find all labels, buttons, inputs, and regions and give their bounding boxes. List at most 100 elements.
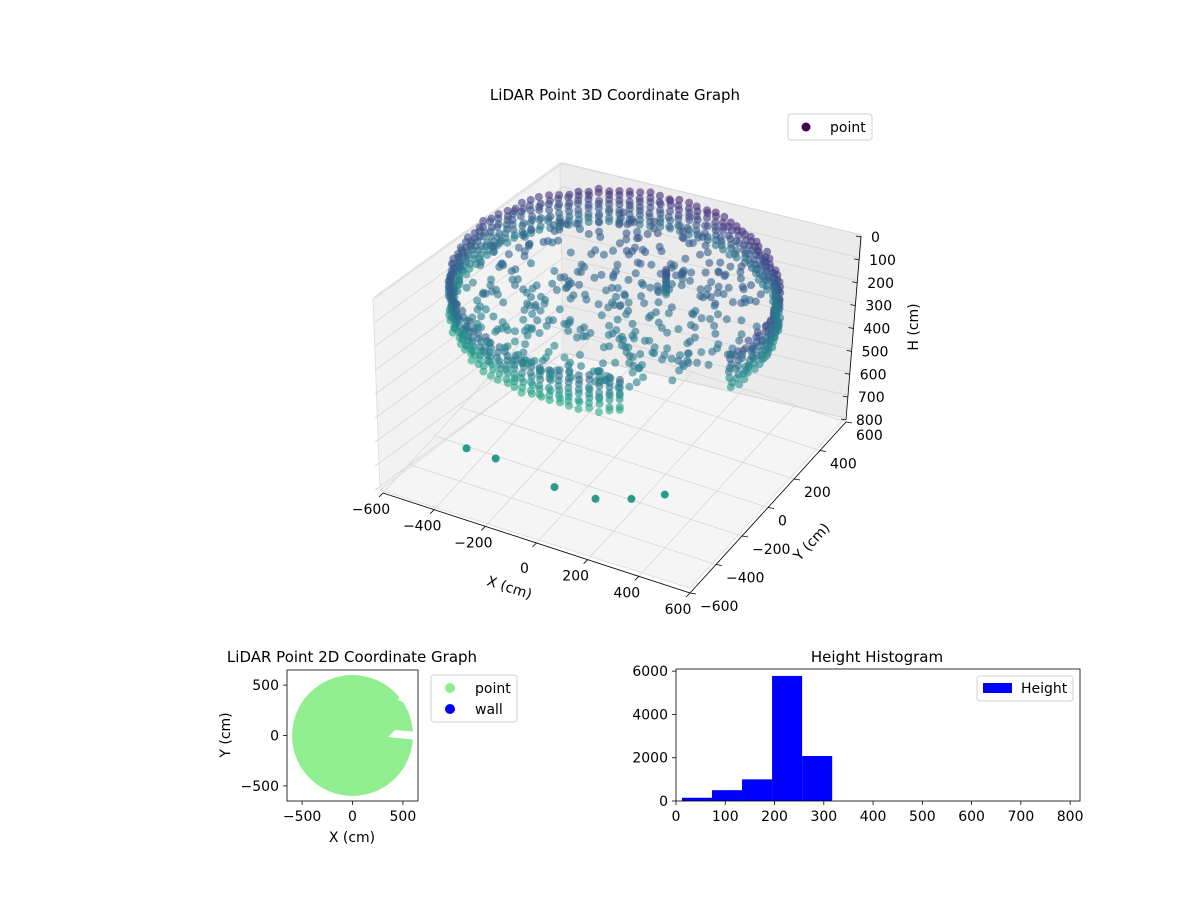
point-3d	[747, 281, 755, 290]
point-3d	[555, 305, 564, 314]
point-3d	[503, 238, 512, 247]
point-3d	[550, 267, 559, 275]
point-3d	[614, 383, 623, 392]
point-3d	[514, 243, 523, 252]
point-3d	[566, 358, 575, 367]
point-3d	[595, 218, 603, 227]
grid-line-z	[562, 281, 852, 350]
point-3d	[740, 375, 749, 384]
chart-2d: LiDAR Point 2D Coordinate Graph −500 0 500…	[218, 648, 518, 846]
point-3d	[660, 351, 669, 359]
y-axis-label-3d: Y (cm)	[790, 520, 833, 565]
point-cloud-2d	[292, 675, 413, 796]
point-3d	[667, 354, 676, 363]
point-3d	[643, 230, 652, 239]
point-3d	[489, 248, 498, 256]
point-3d	[479, 367, 488, 376]
y-tick-label-hist: 4000	[632, 707, 668, 723]
point-3d	[486, 371, 495, 380]
y-ticks-3d: −600 −400 −200 0 200 400 600	[689, 421, 883, 615]
point-3d	[545, 370, 554, 379]
point-3d	[701, 268, 710, 277]
legend-3d-marker	[801, 122, 811, 132]
point-3d	[458, 306, 467, 315]
point-3d	[599, 250, 608, 259]
point-3d	[615, 200, 624, 209]
grid-line-z	[562, 233, 856, 305]
point-3d	[569, 291, 578, 300]
histogram-bar	[772, 675, 803, 801]
histogram-bar	[711, 790, 743, 801]
z-tick-label-3d: 700	[858, 390, 885, 406]
point-3d	[467, 356, 476, 365]
point-3d	[683, 339, 692, 348]
point-3d	[565, 318, 574, 327]
scatter-points-3d	[444, 184, 785, 503]
point-3d	[517, 198, 526, 207]
point-3d	[622, 348, 631, 357]
outlier-point-3d	[491, 454, 500, 463]
point-3d	[468, 278, 477, 287]
point-3d	[725, 250, 734, 259]
histogram-ticks: 0 100 200 300 400 500 600 700 800 0 2000 4000 6000	[632, 664, 1083, 825]
point-3d	[605, 406, 614, 415]
point-3d	[573, 333, 581, 342]
point-3d	[612, 326, 621, 335]
point-3d	[735, 336, 744, 345]
point-3d	[613, 315, 622, 324]
grid-line-z	[562, 352, 846, 419]
grid-line-y	[434, 435, 743, 537]
point-3d	[666, 260, 675, 269]
point-3d	[623, 220, 632, 229]
point-3d	[503, 342, 512, 351]
point-3d	[772, 309, 781, 318]
x-tick-3d	[685, 592, 691, 598]
point-3d	[675, 366, 684, 375]
point-3d	[674, 356, 683, 365]
point-3d	[625, 190, 634, 199]
point-3d	[494, 214, 503, 223]
point-3d	[565, 401, 573, 410]
legend-hist-swatch	[983, 683, 1012, 693]
z-tick-label-3d: 800	[856, 413, 883, 429]
point-3d	[744, 336, 753, 345]
point-3d	[545, 396, 554, 405]
point-3d	[737, 354, 746, 363]
point-3d	[653, 229, 662, 238]
point-3d	[511, 327, 519, 336]
point-3d	[691, 307, 700, 315]
grid-line-z	[374, 328, 564, 467]
point-3d	[770, 333, 778, 342]
point-3d	[507, 267, 516, 276]
point-3d	[687, 268, 696, 277]
z-tick-label-3d: 100	[869, 253, 896, 269]
point-3d	[605, 395, 614, 404]
point-3d	[685, 198, 694, 207]
y-tick-3d	[793, 478, 801, 481]
point-3d	[774, 321, 783, 330]
x-axis-label-3d: X (cm)	[485, 573, 534, 603]
grid-line-z	[562, 162, 863, 236]
point-3d	[537, 392, 546, 401]
point-3d	[726, 262, 735, 271]
point-3d	[489, 312, 498, 321]
point-3d	[636, 188, 645, 197]
point-3d	[462, 283, 471, 292]
point-3d	[577, 260, 586, 269]
point-3d	[710, 321, 719, 330]
point-3d	[720, 272, 729, 280]
point-3d	[524, 240, 533, 249]
x-tick-label-2d: 0	[348, 809, 357, 825]
z-tick-label-3d: 300	[865, 299, 892, 315]
point-3d	[534, 193, 543, 201]
point-3d	[656, 222, 665, 231]
point-3d	[608, 298, 617, 307]
point-3d	[622, 235, 631, 244]
point-3d	[599, 343, 608, 352]
point-3d	[619, 336, 628, 344]
point-3d	[481, 305, 490, 314]
point-3d	[503, 369, 512, 378]
point-3d	[631, 243, 639, 252]
point-3d	[726, 383, 735, 392]
